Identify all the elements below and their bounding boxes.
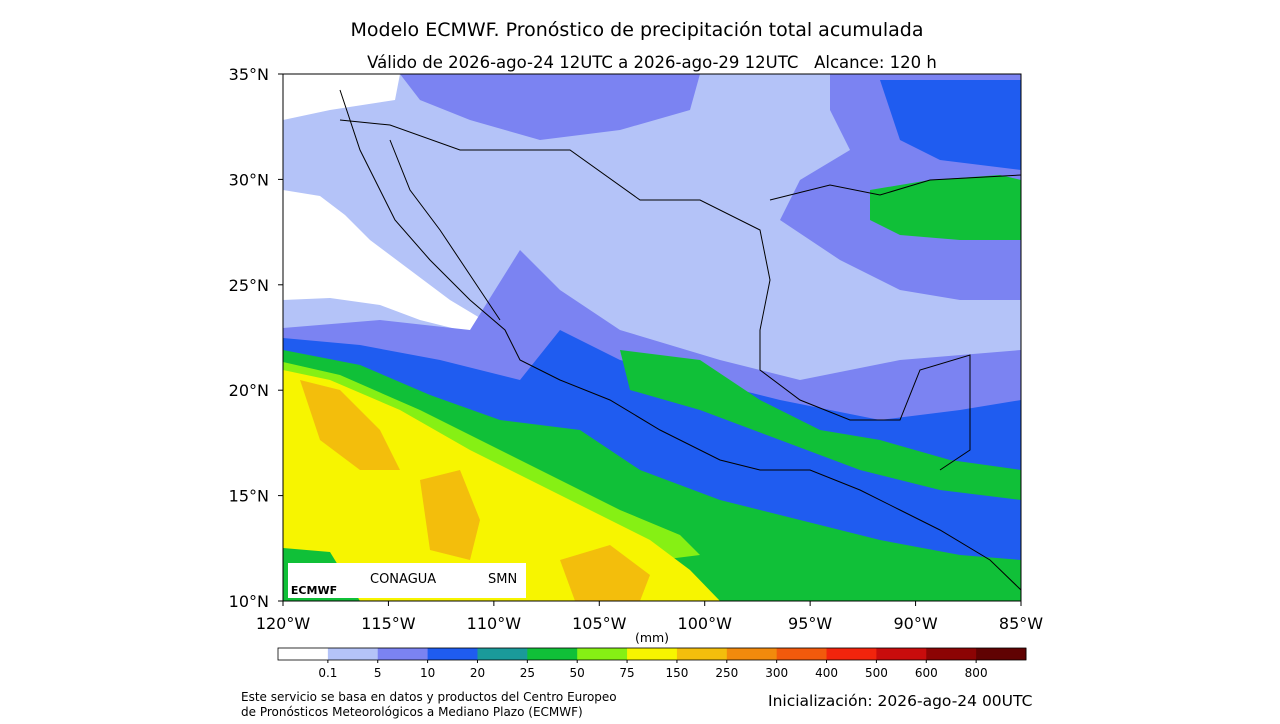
x-tick-label: 95°W: [788, 614, 832, 633]
credit-line: de Pronósticos Meteorológicos a Mediano …: [241, 705, 583, 719]
logo-panel: [288, 563, 526, 598]
colorbar-swatch: [876, 648, 927, 660]
colorbar-frame: [277, 647, 1027, 661]
x-tick-label: 105°W: [572, 614, 627, 633]
x-tick-label: 120°W: [256, 614, 311, 633]
colorbar-swatch: [427, 648, 478, 660]
colorbar-tick-label: 400: [815, 666, 838, 680]
colorbar-tick-label: 250: [715, 666, 738, 680]
logo-smn: SMN: [488, 572, 517, 587]
colorbar-tick-label: 800: [965, 666, 988, 680]
colorbar-tick-label: 150: [665, 666, 688, 680]
x-tick-label: 115°W: [361, 614, 416, 633]
colorbar-swatch: [776, 648, 828, 660]
colorbar-swatch: [826, 648, 877, 660]
y-tick-label: 35°N: [229, 65, 269, 84]
colorbar-tick-label: 0.1: [318, 666, 337, 680]
colorbar-swatch: [926, 648, 977, 660]
colorbar-tick-label: 75: [619, 666, 634, 680]
colorbar-swatch: [577, 648, 628, 660]
map-frame: [282, 73, 1022, 602]
colorbar-tick-label: 600: [915, 666, 938, 680]
colorbar-unit: (mm): [635, 630, 669, 645]
colorbar-tick-label: 5: [374, 666, 382, 680]
x-tick-label: 85°W: [999, 614, 1043, 633]
colorbar-tick-label: 500: [865, 666, 888, 680]
axes: 120°W 115°W 110°W 105°W 100°W 95°W 90°W 85°W 35°…: [229, 65, 1044, 633]
precipitation-field: [283, 74, 1021, 601]
credit-line: Este servicio se basa en datos y product…: [241, 690, 617, 704]
x-tick-label: 90°W: [893, 614, 937, 633]
title: Modelo ECMWF. Pronóstico de precipitació…: [351, 19, 924, 41]
logo-conagua: CONAGUA: [370, 572, 436, 587]
x-tick-label: 100°W: [678, 614, 733, 633]
colorbar-swatch: [726, 648, 778, 660]
colorbar-tick-label: 300: [765, 666, 788, 680]
colorbar-swatch: [327, 648, 379, 660]
colorbar-tick-label: 10: [420, 666, 435, 680]
y-tick-label: 10°N: [229, 592, 269, 611]
colorbar: (mm) 0.1 5 10 20 25 50 75 150 250 300 400 500 600 800: [277, 630, 1027, 680]
y-tick-label: 20°N: [229, 381, 269, 400]
colorbar-swatch: [627, 648, 678, 660]
y-tick-label: 15°N: [229, 487, 269, 506]
colorbar-swatch: [477, 648, 528, 660]
logos: ECMWF CONAGUA SMN: [288, 563, 526, 598]
colorbar-swatch: [278, 648, 329, 660]
colorbar-swatch: [377, 648, 429, 660]
y-tick-label: 30°N: [229, 170, 269, 189]
colorbar-tick-label: 50: [570, 666, 585, 680]
logo-ecmwf: ECMWF: [291, 584, 337, 597]
init-time: Inicialización: 2026-ago-24 00UTC: [768, 692, 1032, 710]
colorbar-tick-label: 25: [520, 666, 535, 680]
colorbar-swatch: [527, 648, 578, 660]
colorbar-tick-label: 20: [470, 666, 485, 680]
colorbar-swatch: [676, 648, 728, 660]
colorbar-swatch: [976, 648, 1027, 660]
y-tick-label: 25°N: [229, 276, 269, 295]
x-tick-label: 110°W: [467, 614, 522, 633]
subtitle: Válido de 2026-ago-24 12UTC a 2026-ago-2…: [367, 53, 937, 72]
